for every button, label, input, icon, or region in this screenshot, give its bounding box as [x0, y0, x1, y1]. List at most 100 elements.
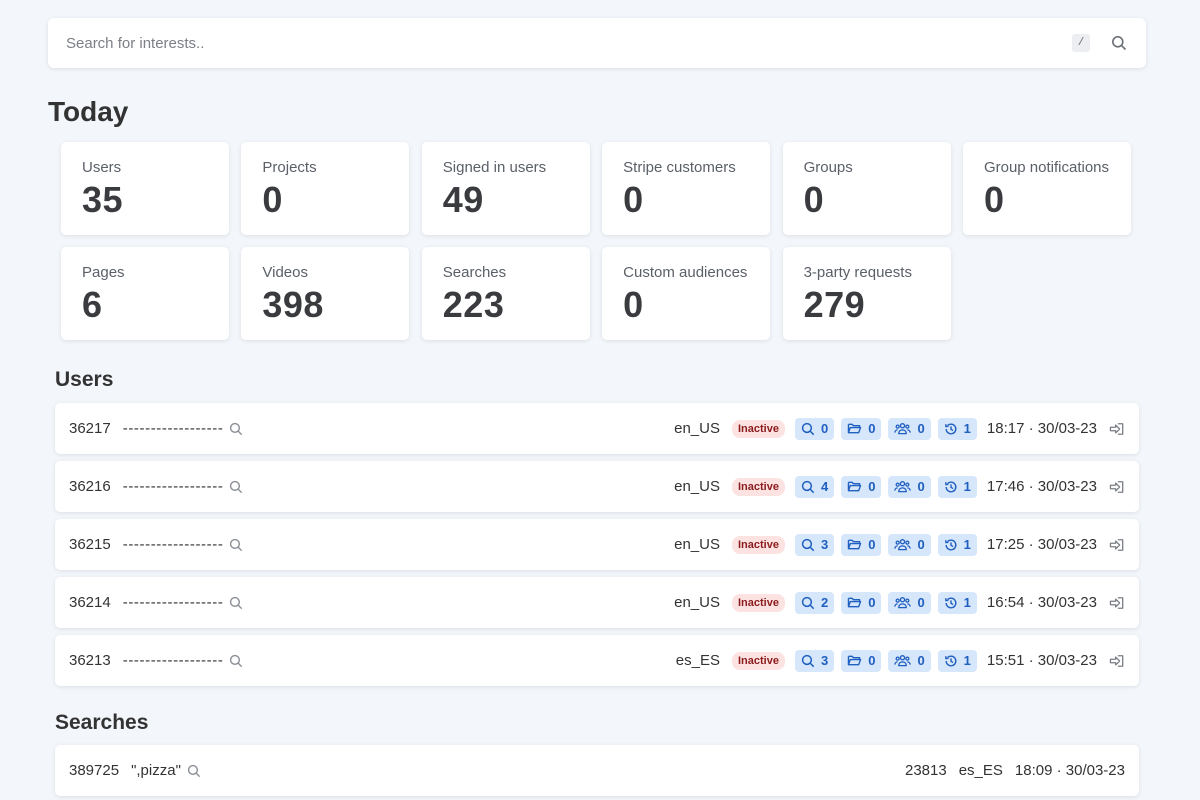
user-id: 36215: [69, 536, 111, 553]
user-name: ------------------: [122, 536, 224, 553]
stat-label: Stripe customers: [623, 159, 736, 176]
search-icon[interactable]: [229, 538, 243, 552]
status-badge: Inactive: [732, 419, 785, 438]
history-count-chip[interactable]: 1: [937, 475, 977, 498]
groups-count-chip[interactable]: 0: [888, 649, 931, 672]
login-as-button[interactable]: [1109, 538, 1125, 552]
searches-count-chip[interactable]: 3: [794, 649, 835, 672]
stat-card-projects: Projects 0: [241, 142, 410, 235]
user-timestamp: 16:54 · 30/03-23: [986, 594, 1097, 611]
stat-value: 0: [623, 284, 644, 325]
history-count-chip[interactable]: 1: [937, 591, 977, 614]
login-icon: [1109, 596, 1125, 610]
stat-label: Projects: [262, 159, 317, 176]
user-timestamp: 15:51 · 30/03-23: [986, 652, 1097, 669]
status-badge: Inactive: [732, 535, 785, 554]
user-row[interactable]: 36217 ------------------ en_US Inactive 0 0 0 1…: [55, 403, 1139, 454]
stat-card-users: Users 35: [61, 142, 229, 235]
history-count-chip[interactable]: 1: [937, 649, 977, 672]
interest-search-bar: /: [48, 18, 1146, 68]
user-timestamp: 17:25 · 30/03-23: [986, 536, 1097, 553]
login-icon: [1109, 480, 1125, 494]
user-row[interactable]: 36214 ------------------ en_US Inactive 2 0 0 1…: [55, 577, 1139, 628]
search-row[interactable]: 389725 ",pizza" 23813 es_ES 18:09 · 30/03-23: [55, 745, 1139, 796]
folder-icon: [847, 596, 862, 609]
chip-value: 4: [820, 479, 829, 494]
history-icon: [944, 654, 958, 668]
login-icon: [1109, 422, 1125, 436]
groups-count-chip[interactable]: 0: [888, 533, 931, 556]
chip-value: 2: [820, 595, 829, 610]
history-icon: [944, 596, 958, 610]
search-icon: [801, 422, 815, 436]
projects-count-chip[interactable]: 0: [841, 649, 882, 672]
search-icon[interactable]: [229, 480, 243, 494]
search-icon: [801, 538, 815, 552]
search-shortcut-hint: /: [1072, 34, 1090, 52]
searches-count-chip[interactable]: 0: [794, 417, 835, 440]
user-timestamp: 18:17 · 30/03-23: [986, 420, 1097, 437]
search-icon[interactable]: [229, 596, 243, 610]
user-timestamp: 17:46 · 30/03-23: [986, 478, 1097, 495]
folder-icon: [847, 538, 862, 551]
groups-count-chip[interactable]: 0: [888, 475, 931, 498]
search-user-id: 23813: [904, 762, 947, 779]
chip-value: 0: [868, 479, 876, 494]
groups-count-chip[interactable]: 0: [888, 591, 931, 614]
history-count-chip[interactable]: 1: [937, 533, 977, 556]
login-icon: [1109, 654, 1125, 668]
stat-label: Groups: [803, 159, 853, 176]
user-name: ------------------: [122, 478, 224, 495]
chip-value: 3: [820, 653, 829, 668]
projects-count-chip[interactable]: 0: [841, 533, 882, 556]
interest-search-input[interactable]: [66, 34, 1072, 52]
search-icon[interactable]: [229, 422, 243, 436]
stat-card-custom-audiences: Custom audiences 0: [602, 247, 771, 340]
search-id: 389725: [69, 762, 120, 779]
login-as-button[interactable]: [1109, 480, 1125, 494]
users-heading: Users: [55, 368, 114, 391]
history-count-chip[interactable]: 1: [937, 417, 977, 440]
users-icon: [894, 422, 912, 435]
stat-label: Users: [82, 159, 122, 176]
stat-card-stripe-customers: Stripe customers 0: [602, 142, 771, 235]
projects-count-chip[interactable]: 0: [841, 475, 882, 498]
user-row[interactable]: 36216 ------------------ en_US Inactive 4 0 0 1…: [55, 461, 1139, 512]
chip-value: 0: [868, 653, 876, 668]
search-icon: [801, 480, 815, 494]
chip-value: 0: [917, 421, 925, 436]
projects-count-chip[interactable]: 0: [841, 417, 882, 440]
search-query: ",pizza": [131, 762, 181, 779]
stat-card-searches: Searches 223: [421, 247, 590, 340]
user-locale: en_US: [674, 536, 720, 553]
login-as-button[interactable]: [1109, 654, 1125, 668]
login-icon: [1109, 538, 1125, 552]
search-icon: [1112, 36, 1127, 51]
chip-value: 1: [963, 653, 971, 668]
search-button[interactable]: [1110, 34, 1128, 52]
user-locale: en_US: [674, 478, 720, 495]
search-icon: [801, 596, 815, 610]
stat-value: 0: [262, 179, 283, 220]
user-row[interactable]: 36215 ------------------ en_US Inactive 3 0 0 1…: [55, 519, 1139, 570]
user-row[interactable]: 36213 ------------------ es_ES Inactive 3 0 0 1…: [55, 635, 1139, 686]
chip-value: 1: [963, 595, 971, 610]
stat-value: 49: [442, 179, 484, 220]
search-icon[interactable]: [229, 654, 243, 668]
searches-count-chip[interactable]: 4: [794, 475, 835, 498]
groups-count-chip[interactable]: 0: [888, 417, 931, 440]
projects-count-chip[interactable]: 0: [841, 591, 882, 614]
searches-count-chip[interactable]: 3: [794, 533, 835, 556]
today-heading: Today: [48, 96, 129, 127]
stat-label: Group notifications: [983, 159, 1110, 176]
search-timestamp: 18:09 · 30/03-23: [1014, 762, 1125, 779]
searches-count-chip[interactable]: 2: [794, 591, 835, 614]
searches-list: 389725 ",pizza" 23813 es_ES 18:09 · 30/03-23: [55, 745, 1139, 800]
login-as-button[interactable]: [1109, 596, 1125, 610]
search-icon[interactable]: [187, 764, 201, 778]
stat-value: 0: [983, 179, 1005, 220]
login-as-button[interactable]: [1109, 422, 1125, 436]
stat-label: Pages: [82, 264, 125, 281]
users-list: 36217 ------------------ en_US Inactive 0 0 0 1…: [55, 403, 1139, 693]
chip-value: 3: [820, 537, 829, 552]
